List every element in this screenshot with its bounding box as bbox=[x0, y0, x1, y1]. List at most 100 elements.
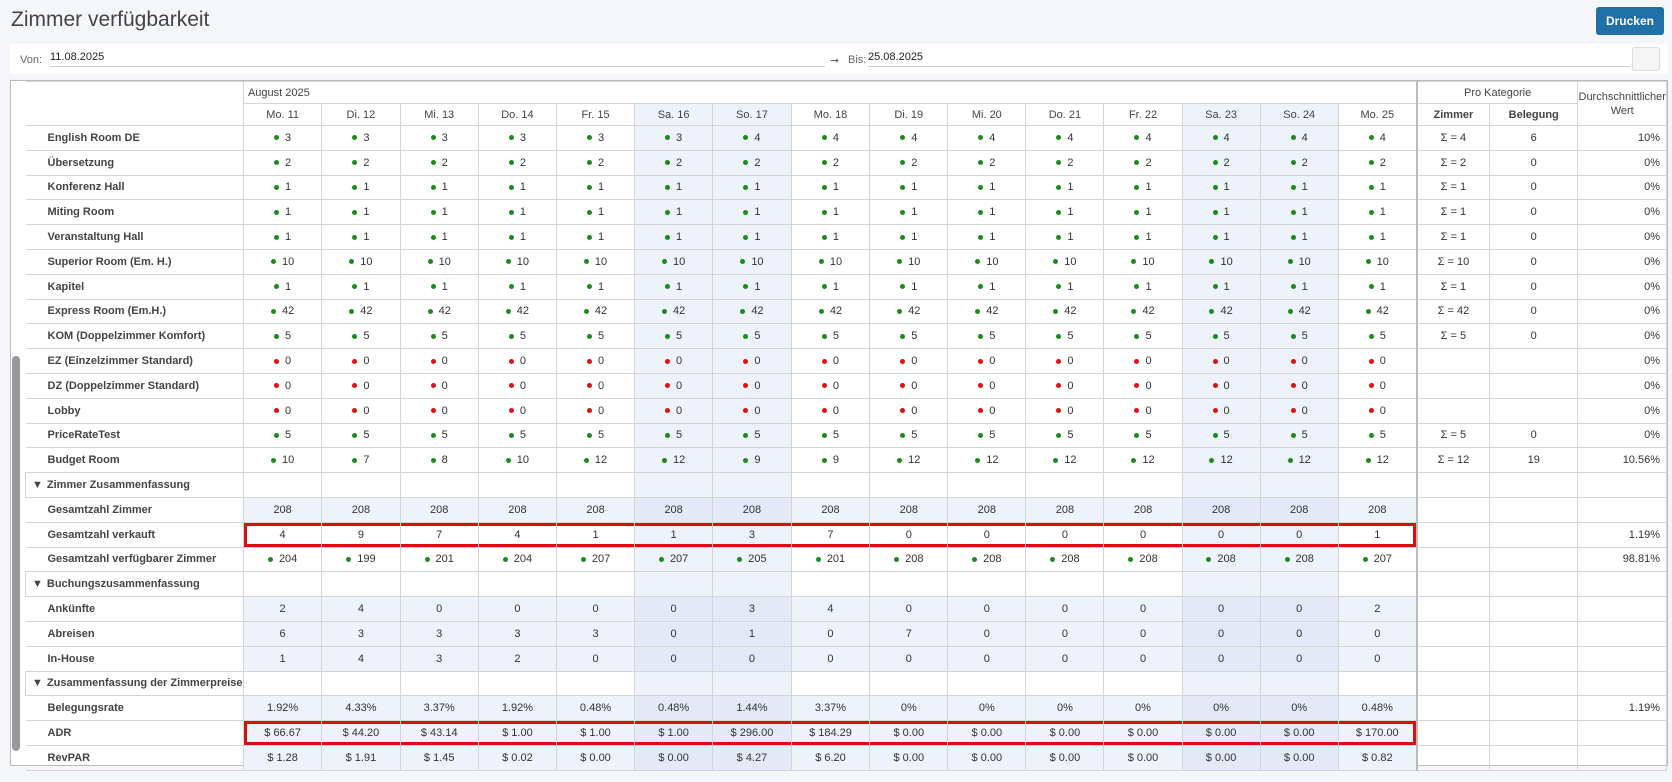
day-cell: 0 bbox=[1104, 373, 1182, 398]
day-cell: 0 bbox=[870, 398, 948, 423]
rooms-cell bbox=[1417, 547, 1490, 572]
section-title: Zusammenfassung der Zimmerpreise bbox=[47, 677, 243, 689]
table-row: Miting Room111111111111111Σ = 100% bbox=[26, 200, 1667, 225]
status-dot bbox=[1369, 284, 1374, 289]
day-cell: 2 bbox=[1026, 150, 1104, 175]
day-cell: 9 bbox=[322, 522, 400, 547]
cell-value: 10 bbox=[1377, 256, 1389, 268]
cell-value: 1 bbox=[989, 181, 995, 193]
cell-value: 0 bbox=[754, 380, 760, 392]
cell bbox=[1338, 572, 1417, 597]
cell-value: 201 bbox=[436, 553, 454, 565]
occupancy-cell bbox=[1490, 745, 1578, 770]
status-dot bbox=[274, 185, 279, 190]
day-cell: 0.48% bbox=[1338, 696, 1417, 721]
cell bbox=[1104, 473, 1182, 498]
status-dot bbox=[352, 284, 357, 289]
cell bbox=[1490, 572, 1578, 597]
occupancy-cell: 0 bbox=[1490, 200, 1578, 225]
cell-value: 0 bbox=[676, 405, 682, 417]
occupancy-cell bbox=[1490, 646, 1578, 671]
cell-value: 5 bbox=[442, 429, 448, 441]
section-row: ▼Zimmer Zusammenfassung bbox=[26, 473, 1667, 498]
cell-value: 0 bbox=[1062, 603, 1068, 615]
cell-value: 0 bbox=[1224, 380, 1230, 392]
day-cell: 0 bbox=[1026, 646, 1104, 671]
table-row: Belegungsrate1.92%4.33%3.37%1.92%0.48%0.… bbox=[26, 696, 1667, 721]
cell-value: 1 bbox=[1067, 281, 1073, 293]
cell-value: 5 bbox=[1380, 429, 1386, 441]
table-row: English Room DE333333444444444Σ = 4610% bbox=[26, 126, 1667, 151]
status-dot bbox=[431, 185, 436, 190]
cell-value: 0 bbox=[1296, 653, 1302, 665]
day-cell: 6 bbox=[243, 621, 321, 646]
day-cell: 199 bbox=[322, 547, 400, 572]
cell-value: 1 bbox=[442, 206, 448, 218]
day-cell: 5 bbox=[478, 423, 556, 448]
day-cell: 0 bbox=[1104, 522, 1182, 547]
cell-value: 0 bbox=[442, 355, 448, 367]
status-dot bbox=[1213, 383, 1218, 388]
day-cell: 1 bbox=[791, 274, 870, 299]
day-cell: $ 43.14 bbox=[400, 721, 478, 746]
cell-value: 1 bbox=[520, 231, 526, 243]
day-header: So. 17 bbox=[713, 104, 792, 126]
day-cell: 1 bbox=[635, 274, 713, 299]
status-dot bbox=[743, 210, 748, 215]
cell-value: 0 bbox=[363, 380, 369, 392]
status-dot bbox=[431, 458, 436, 463]
table-row: DZ (Doppelzimmer Standard)00000000000000… bbox=[26, 373, 1667, 398]
cell-value: 201 bbox=[827, 553, 845, 565]
to-input[interactable]: 25.08.2025 bbox=[868, 51, 1630, 67]
day-cell: 0 bbox=[948, 349, 1026, 374]
sidebar-toggle[interactable] bbox=[1632, 47, 1660, 71]
cell-value: 12 bbox=[986, 454, 998, 466]
day-cell: 0 bbox=[635, 597, 713, 622]
day-cell: 4 bbox=[478, 522, 556, 547]
cell bbox=[635, 473, 713, 498]
rooms-cell bbox=[1417, 398, 1490, 423]
cell bbox=[1417, 671, 1490, 696]
cell-value: 208 bbox=[1139, 553, 1157, 565]
table-row: Budget Room10781012129912121212121212Σ =… bbox=[26, 448, 1667, 473]
day-cell: 5 bbox=[948, 324, 1026, 349]
status-dot bbox=[1134, 284, 1139, 289]
day-cell: $ 0.00 bbox=[1104, 745, 1182, 770]
average-cell: 0% bbox=[1578, 150, 1667, 175]
day-cell: 42 bbox=[948, 299, 1026, 324]
average-cell: 0% bbox=[1578, 349, 1667, 374]
occupancy-cell: 19 bbox=[1490, 448, 1578, 473]
cell bbox=[1026, 572, 1104, 597]
rooms-cell: Σ = 1 bbox=[1417, 175, 1490, 200]
cell-value: 0 bbox=[1218, 628, 1224, 640]
status-dot bbox=[1056, 284, 1061, 289]
cell-value: 0 bbox=[1296, 529, 1302, 541]
cell-value: $ 1.00 bbox=[580, 727, 611, 739]
cell-value: 0 bbox=[285, 405, 291, 417]
day-cell: 0 bbox=[713, 373, 792, 398]
status-dot bbox=[509, 359, 514, 364]
day-cell: 9 bbox=[791, 448, 870, 473]
cell-value: 2 bbox=[676, 157, 682, 169]
cell-value: 4 bbox=[1067, 132, 1073, 144]
status-dot bbox=[822, 235, 827, 240]
cell-value: $ 0.02 bbox=[502, 752, 533, 764]
occupancy-cell: 0 bbox=[1490, 225, 1578, 250]
day-cell: $ 0.02 bbox=[478, 745, 556, 770]
day-cell: 0 bbox=[1026, 349, 1104, 374]
cell-value: $ 1.00 bbox=[502, 727, 533, 739]
day-cell: 1 bbox=[713, 225, 792, 250]
cell-value: 4 bbox=[514, 529, 520, 541]
cell-value: 208 bbox=[905, 553, 923, 565]
day-cell: 5 bbox=[1026, 324, 1104, 349]
scrollbar[interactable] bbox=[12, 356, 20, 751]
from-input[interactable]: 11.08.2025 bbox=[50, 51, 825, 67]
cell-value: 1 bbox=[1224, 281, 1230, 293]
day-cell: 10 bbox=[400, 249, 478, 274]
status-dot bbox=[900, 235, 905, 240]
print-button[interactable]: Drucken bbox=[1596, 7, 1664, 35]
cell-value: 1 bbox=[989, 281, 995, 293]
cell bbox=[870, 473, 948, 498]
day-cell: 0 bbox=[1260, 398, 1338, 423]
cell-value: 5 bbox=[833, 330, 839, 342]
